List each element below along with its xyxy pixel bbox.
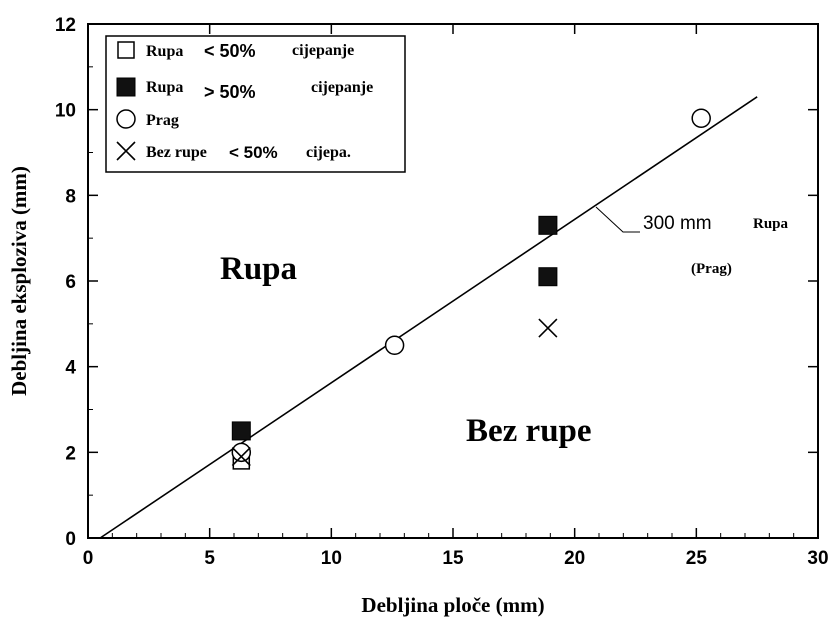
legend-symbol-open-square bbox=[117, 41, 135, 59]
legend-label-rupa-gt: Rupa bbox=[146, 79, 183, 96]
y-axis-title: Debljina eksploziva (mm) bbox=[7, 166, 31, 396]
data-point-filled-square bbox=[231, 421, 251, 441]
data-point-open-circle bbox=[691, 108, 711, 128]
x-tick-label: 15 bbox=[442, 548, 464, 569]
x-tick-label: 5 bbox=[204, 548, 215, 569]
y-tick-label: 12 bbox=[55, 15, 76, 36]
data-point-open-circle bbox=[231, 442, 252, 463]
annotation-leader-line bbox=[595, 206, 640, 233]
y-tick-label: 8 bbox=[65, 186, 76, 207]
data-point-x bbox=[231, 447, 251, 467]
legend-symbol-filled-square bbox=[116, 77, 136, 97]
x-tick-label: 10 bbox=[321, 548, 342, 569]
x-tick-label: 0 bbox=[83, 548, 94, 569]
axis-tick-labels: 0 5 10 15 20 25 30 0 2 4 6 8 10 12 bbox=[55, 15, 828, 569]
legend-mid-rupa-gt: > 50% bbox=[204, 82, 256, 102]
y-tick-label: 6 bbox=[65, 272, 76, 293]
data-point-x bbox=[538, 318, 558, 338]
data-point-open-circle bbox=[384, 335, 405, 355]
legend-box bbox=[105, 35, 406, 173]
axis-ticks bbox=[87, 23, 819, 539]
legend-mid-bez-rupe: < 50% bbox=[229, 143, 278, 162]
legend-symbol-open-circle bbox=[116, 109, 136, 129]
legend-mid-rupa-lt: < 50% bbox=[204, 41, 256, 61]
line-annotation-sub: (Prag) bbox=[691, 261, 732, 277]
data-markers bbox=[231, 108, 711, 470]
region-label-bez-rupe: Bez rupe bbox=[466, 413, 592, 449]
x-axis-title: Debljina ploče (mm) bbox=[361, 593, 544, 617]
legend-symbol-x bbox=[116, 141, 136, 161]
y-tick-label: 2 bbox=[65, 443, 76, 464]
region-label-rupa: Rupa bbox=[220, 251, 297, 287]
x-tick-label: 30 bbox=[807, 548, 828, 569]
legend-end-rupa-gt: cijepanje bbox=[311, 79, 373, 96]
legend-label-prag: Prag bbox=[146, 112, 179, 129]
data-point-filled-square bbox=[538, 215, 558, 235]
legend-end-bez-rupe: cijepa. bbox=[306, 144, 351, 161]
x-tick-label: 25 bbox=[686, 548, 708, 569]
legend-label-bez-rupe: Bez rupe bbox=[146, 144, 207, 161]
legend: Rupa < 50% cijepanje Rupa > 50% cijepanj… bbox=[105, 35, 406, 173]
data-point-filled-square bbox=[538, 267, 558, 287]
y-tick-label: 0 bbox=[65, 529, 76, 550]
threshold-line bbox=[99, 96, 758, 539]
y-tick-label: 10 bbox=[55, 101, 76, 122]
y-tick-label: 4 bbox=[65, 358, 76, 379]
legend-label-rupa-lt: Rupa bbox=[146, 43, 183, 60]
line-annotation-word: Rupa bbox=[753, 216, 789, 232]
line-annotation-size: 300 mm bbox=[643, 213, 712, 234]
legend-symbols bbox=[116, 41, 136, 161]
legend-end-rupa-lt: cijepanje bbox=[292, 42, 354, 59]
x-tick-label: 20 bbox=[564, 548, 585, 569]
